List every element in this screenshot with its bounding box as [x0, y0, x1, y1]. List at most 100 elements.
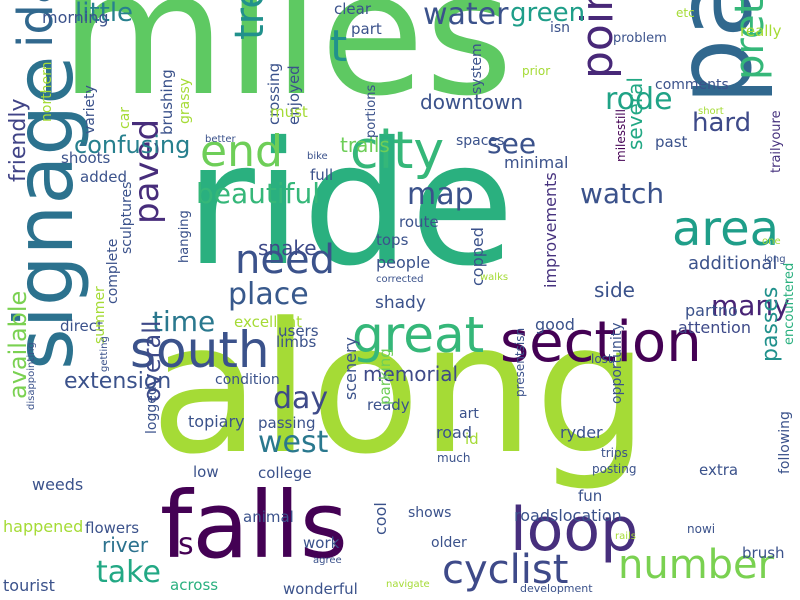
word-downtown: downtown — [420, 90, 524, 114]
word-posting: posting — [592, 462, 637, 476]
word-cool: cool — [371, 502, 390, 535]
word-road: road — [436, 423, 472, 442]
word-users: users — [278, 322, 319, 340]
word-pretty: pretty — [727, 0, 773, 80]
word-portions: portions — [364, 84, 379, 138]
word-better: better — [205, 134, 236, 145]
word-getting: getting — [99, 336, 110, 372]
word-walks: walks — [480, 272, 509, 283]
word-shady: shady — [375, 293, 426, 313]
word-prior: prior — [522, 64, 551, 78]
word-must: must — [270, 103, 308, 121]
word-tops: tops — [376, 231, 409, 249]
word-sculptures: sculptures — [119, 181, 135, 254]
word-encountered: encountered — [782, 262, 797, 345]
word-happened: happened — [3, 517, 84, 536]
word-rails: rails — [615, 531, 637, 542]
word-college: college — [258, 464, 312, 482]
word-navigate: navigate — [386, 579, 430, 590]
word-full: full — [310, 166, 334, 184]
word-south: south — [130, 321, 270, 379]
word-ready: ready — [367, 396, 410, 414]
word-complete: complete — [105, 238, 121, 304]
word-trails: trails — [340, 133, 390, 157]
word-loop: loop — [510, 495, 639, 565]
word-logged: logged — [144, 386, 160, 434]
word-excellent: excellent — [234, 313, 303, 331]
word-limbs: limbs — [276, 333, 317, 351]
word-miles: miles — [60, 0, 514, 134]
word-older: older — [431, 535, 467, 551]
word-direct: direct — [60, 317, 103, 335]
word-confusing: confusing — [74, 131, 191, 159]
word-take: take — [96, 555, 161, 590]
word-short: short — [698, 106, 724, 117]
word-falls: falls — [160, 472, 348, 579]
word-comments: comments — [655, 77, 729, 93]
word-etc: etc — [676, 6, 695, 20]
word-development: development — [520, 582, 593, 595]
word-brush: brush — [742, 544, 785, 562]
word-part: part — [351, 20, 382, 38]
word-isn: isn — [550, 20, 571, 36]
word-corrected: corrected — [376, 274, 424, 285]
word-watch: watch — [580, 177, 665, 210]
word-route: route — [399, 213, 439, 231]
word-variety: variety — [82, 85, 98, 134]
word-opportunity: opportunity — [609, 322, 625, 404]
word-system: system — [469, 43, 485, 94]
word-attention: attention — [678, 318, 751, 337]
word-parking: parking — [376, 348, 394, 405]
word-side: side — [594, 278, 635, 302]
word-extension: extension — [64, 369, 172, 394]
word-grassy: grassy — [177, 77, 193, 124]
word-extra: extra — [699, 461, 739, 479]
word-map: map — [407, 177, 474, 212]
word-t: t — [330, 21, 348, 72]
word-low: low — [193, 463, 219, 481]
word-topiary: topiary — [188, 412, 245, 431]
word-green: green — [510, 0, 586, 28]
word-clear: clear — [334, 0, 372, 18]
word-several: several — [623, 77, 647, 150]
word-trailyoure: trailyoure — [769, 110, 784, 173]
word-nowi: nowi — [687, 522, 716, 536]
word-see: see — [487, 127, 537, 160]
word-s: s — [178, 527, 194, 562]
word-minimal: minimal — [504, 153, 569, 172]
word-little: little — [75, 0, 134, 28]
word-really: really — [740, 22, 782, 40]
word-trips: trips — [601, 446, 628, 460]
word-tourist: tourist — [3, 576, 55, 595]
word-city: city — [350, 121, 445, 181]
word-wonderful: wonderful — [283, 580, 358, 598]
word-ride: ride — [185, 106, 515, 304]
word-hard: hard — [692, 108, 752, 138]
word-fun: fun — [578, 487, 603, 505]
word-milesstill: milesstill — [614, 109, 628, 162]
word-partno: partno — [685, 301, 738, 320]
word-northern: northern — [39, 61, 55, 122]
word-condition: condition — [215, 372, 280, 388]
word-cyclist: cyclist — [442, 547, 569, 593]
word-one: one — [762, 236, 781, 247]
word-time: time — [152, 305, 216, 338]
word-bike: bike — [307, 151, 328, 162]
word-beautiful: beautiful — [196, 177, 321, 210]
word-good: good — [535, 315, 575, 334]
word-disappointing: disappointing — [26, 342, 37, 410]
word-water: water — [423, 0, 509, 32]
word-end: end — [200, 126, 283, 177]
word-additional: additional — [688, 253, 778, 274]
word-shows: shows — [408, 505, 452, 521]
word-snake: snake — [258, 236, 317, 260]
word-memorial: memorial — [363, 362, 459, 386]
word-following: following — [777, 411, 793, 474]
word-day: day — [273, 381, 329, 416]
word-many: many — [711, 289, 790, 322]
word-friendly: friendly — [6, 98, 31, 182]
word-section: section — [500, 310, 702, 375]
word-along: along — [150, 285, 649, 494]
word-spaces: spaces — [456, 133, 505, 149]
word-car: car — [117, 106, 133, 129]
